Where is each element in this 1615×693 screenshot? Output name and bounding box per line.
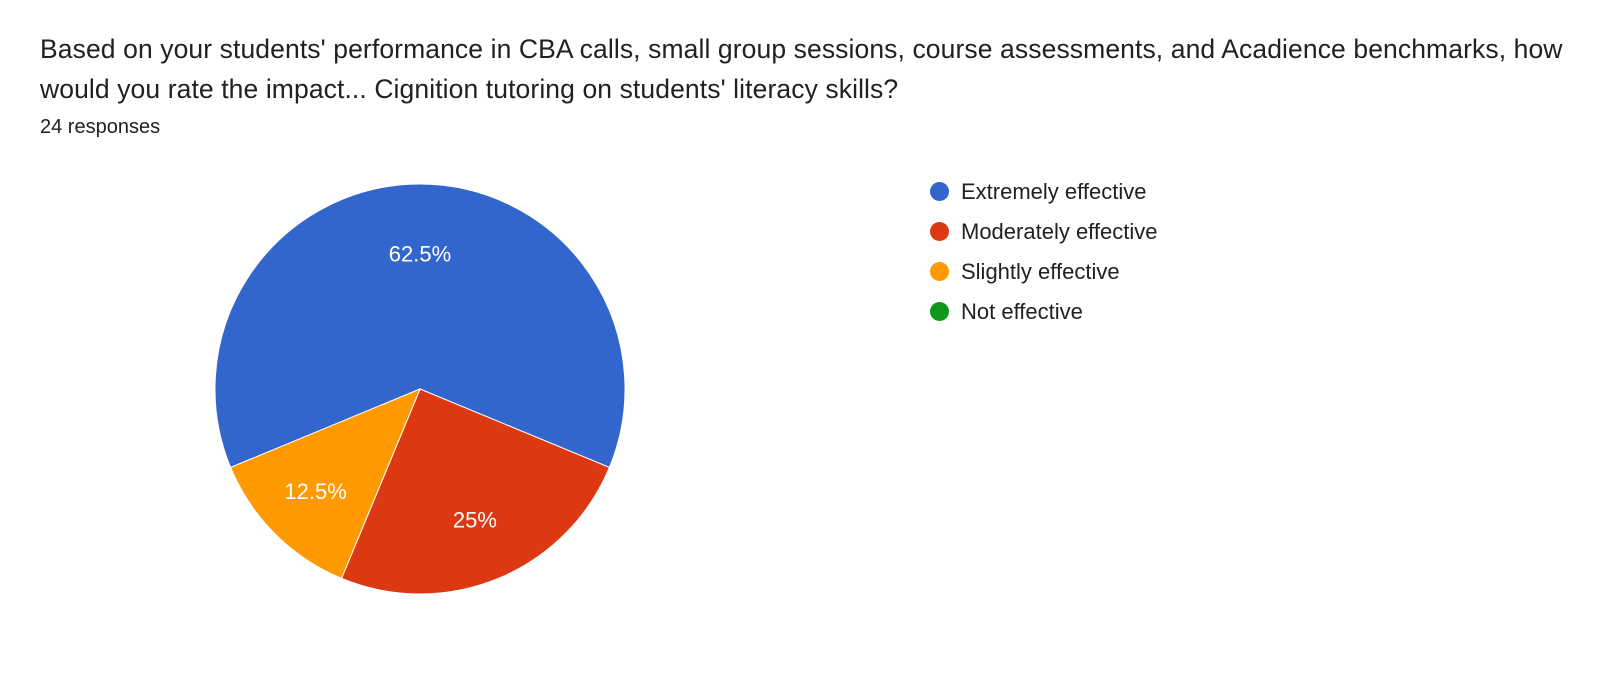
legend-swatch: [930, 222, 949, 241]
legend-item[interactable]: Slightly effective: [930, 259, 1157, 285]
legend-swatch: [930, 182, 949, 201]
chart-area: 62.5% 25% 12.5% Extremely effective Moderat…: [40, 169, 1575, 609]
legend-label: Slightly effective: [961, 259, 1120, 285]
slice-label: 62.5%: [389, 241, 451, 266]
legend-label: Not effective: [961, 299, 1083, 325]
legend-item[interactable]: Extremely effective: [930, 179, 1157, 205]
slice-label: 12.5%: [284, 479, 346, 504]
chart-container: Based on your students' performance in C…: [40, 30, 1575, 609]
response-count: 24 responses: [40, 116, 1575, 139]
legend: Extremely effective Moderately effective S…: [930, 179, 1157, 339]
slice-label: 25%: [453, 507, 497, 532]
legend-item[interactable]: Not effective: [930, 299, 1157, 325]
legend-item[interactable]: Moderately effective: [930, 219, 1157, 245]
legend-label: Moderately effective: [961, 219, 1157, 245]
legend-swatch: [930, 302, 949, 321]
question-title: Based on your students' performance in C…: [40, 30, 1575, 110]
pie-chart: 62.5% 25% 12.5%: [160, 169, 760, 609]
pie-svg: 62.5% 25% 12.5%: [160, 169, 760, 609]
legend-swatch: [930, 262, 949, 281]
legend-label: Extremely effective: [961, 179, 1146, 205]
